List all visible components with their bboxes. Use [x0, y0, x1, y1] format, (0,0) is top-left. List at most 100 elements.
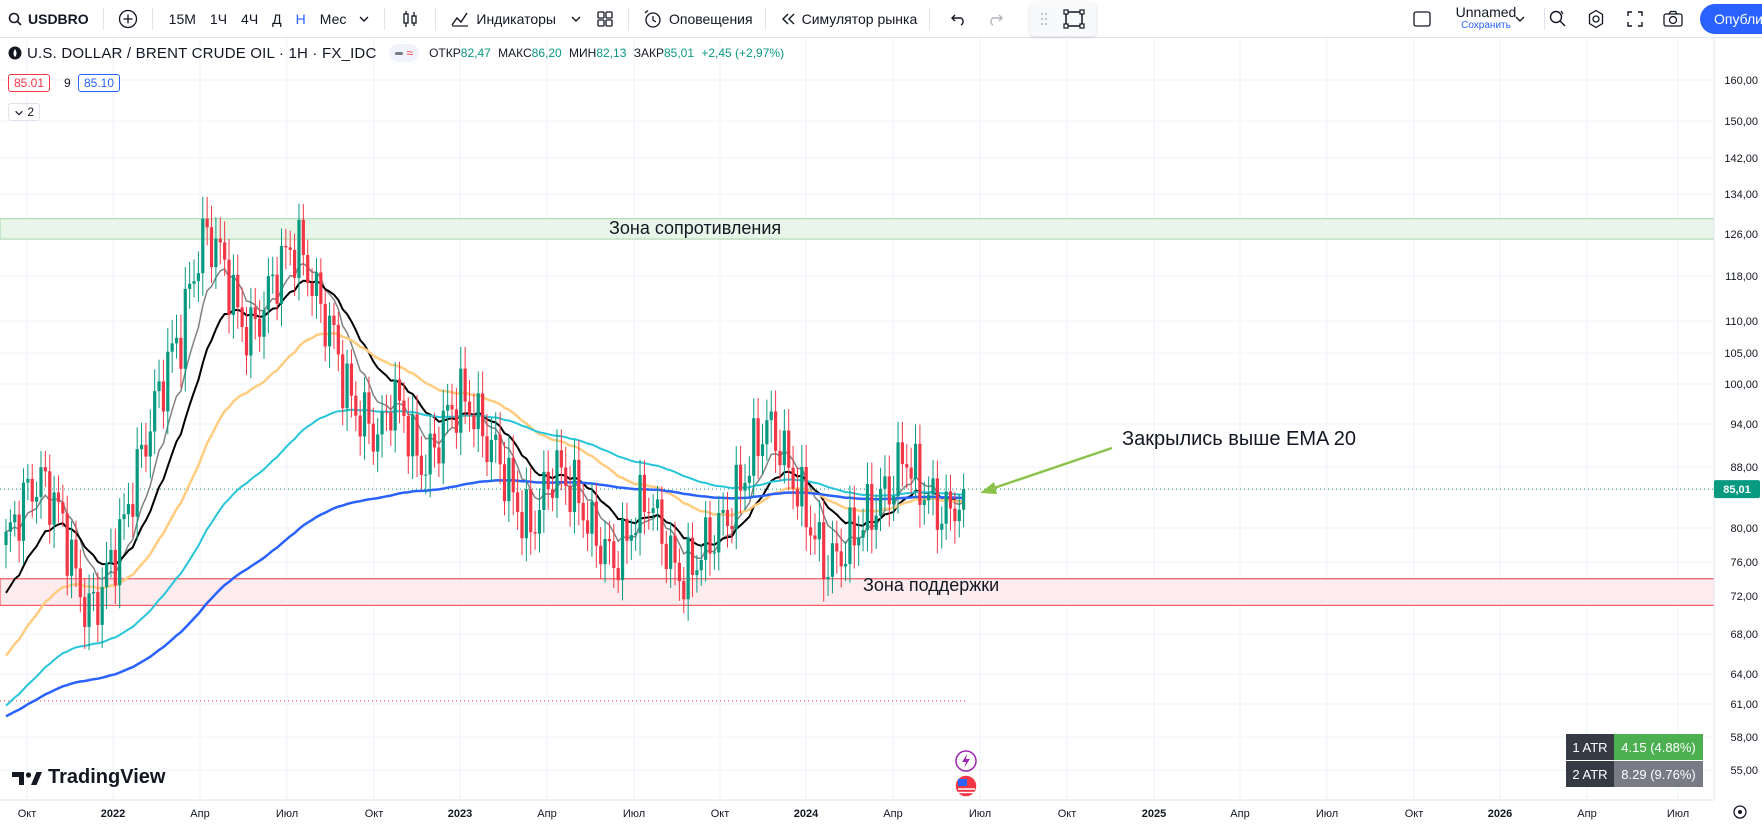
candle[interactable]	[411, 395, 415, 479]
candle[interactable]	[279, 228, 284, 327]
layout-name[interactable]: Unnamed Сохранить	[1446, 4, 1526, 32]
candle[interactable]	[708, 500, 712, 576]
compare-button[interactable]	[118, 0, 138, 38]
support-zone-label[interactable]: Зона поддержки	[863, 575, 1000, 595]
candle[interactable]	[113, 528, 117, 605]
candle[interactable]	[647, 497, 651, 530]
settings-button[interactable]	[1586, 0, 1606, 38]
candle[interactable]	[459, 346, 463, 456]
candle[interactable]	[607, 521, 612, 565]
candle[interactable]	[559, 429, 563, 491]
candle[interactable]	[485, 413, 489, 477]
candle[interactable]	[258, 299, 262, 352]
candle[interactable]	[56, 475, 61, 523]
candle[interactable]	[695, 554, 699, 593]
candle[interactable]	[524, 467, 528, 562]
candle[interactable]	[590, 482, 594, 557]
candle[interactable]	[297, 203, 301, 301]
candle[interactable]	[118, 498, 122, 609]
candle[interactable]	[26, 464, 30, 501]
candle[interactable]	[550, 468, 555, 512]
candle[interactable]	[419, 435, 424, 490]
candle[interactable]	[188, 261, 192, 309]
candle[interactable]	[4, 518, 8, 569]
layouts-button[interactable]	[596, 0, 614, 38]
candle[interactable]	[817, 500, 821, 562]
candle[interactable]	[481, 371, 485, 458]
candle[interactable]	[345, 349, 349, 431]
candle[interactable]	[65, 495, 69, 596]
candle[interactable]	[450, 383, 454, 428]
candle[interactable]	[760, 423, 765, 474]
visibility-pill[interactable]: ≈	[388, 44, 420, 62]
candle[interactable]	[310, 268, 314, 316]
candle[interactable]	[791, 445, 795, 510]
candle[interactable]	[402, 382, 406, 433]
candle[interactable]	[122, 493, 126, 540]
candle[interactable]	[669, 522, 673, 588]
candle[interactable]	[865, 462, 870, 552]
candle[interactable]	[537, 488, 542, 553]
candle[interactable]	[78, 549, 82, 613]
candle[interactable]	[651, 494, 655, 531]
timeframe-4h[interactable]: 4Ч	[241, 10, 259, 27]
candle[interactable]	[546, 450, 550, 510]
candle[interactable]	[642, 460, 647, 535]
drawing-toolbar-handle[interactable]	[1030, 1, 1097, 36]
candle[interactable]	[467, 379, 472, 432]
symbol-search[interactable]: USDBRO	[8, 0, 89, 38]
candle[interactable]	[927, 476, 931, 514]
candle[interactable]	[498, 412, 502, 484]
candle[interactable]	[157, 359, 161, 408]
candle[interactable]	[717, 495, 721, 571]
candle[interactable]	[104, 541, 109, 609]
candle[interactable]	[533, 510, 537, 550]
candle[interactable]	[126, 482, 131, 528]
candle[interactable]	[109, 528, 113, 578]
chart-area[interactable]	[0, 38, 1714, 800]
ema-50-line[interactable]	[5, 331, 964, 657]
candle[interactable]	[529, 467, 533, 555]
candle[interactable]	[183, 266, 187, 392]
candle[interactable]	[323, 290, 327, 362]
candle[interactable]	[507, 435, 511, 523]
candle[interactable]	[446, 383, 450, 434]
candle[interactable]	[843, 541, 848, 582]
candle[interactable]	[266, 257, 270, 334]
candle[interactable]	[240, 287, 244, 342]
candle[interactable]	[931, 460, 935, 516]
timeframe-month[interactable]: Мес	[319, 10, 347, 27]
candle[interactable]	[721, 492, 725, 536]
chevron-down-icon[interactable]	[358, 13, 370, 25]
candle[interactable]	[690, 522, 695, 598]
candle[interactable]	[774, 390, 778, 473]
alerts-button[interactable]: Оповещения	[643, 0, 753, 38]
candle[interactable]	[896, 421, 900, 514]
candle[interactable]	[371, 407, 375, 465]
candle[interactable]	[367, 376, 371, 445]
candle[interactable]	[472, 393, 476, 448]
candle[interactable]	[704, 501, 708, 582]
candle[interactable]	[253, 288, 257, 340]
candle[interactable]	[494, 412, 498, 464]
timeframe-1h[interactable]: 1Ч	[209, 10, 228, 27]
indicators-collapse-button[interactable]: 2	[8, 103, 41, 121]
candle[interactable]	[380, 394, 384, 458]
candle[interactable]	[358, 400, 362, 456]
candle[interactable]	[572, 439, 577, 534]
candle[interactable]	[432, 413, 437, 468]
candle[interactable]	[205, 196, 209, 246]
candle[interactable]	[244, 306, 249, 375]
candle[interactable]	[905, 444, 909, 489]
candle[interactable]	[765, 399, 769, 461]
candle[interactable]	[262, 291, 266, 359]
candle[interactable]	[209, 205, 214, 283]
candle[interactable]	[673, 521, 677, 586]
candle[interactable]	[782, 409, 786, 484]
axis-settings-icon[interactable]	[1733, 805, 1747, 819]
candle[interactable]	[848, 485, 852, 583]
candle[interactable]	[878, 467, 883, 532]
candle[interactable]	[341, 340, 345, 426]
candle[interactable]	[752, 398, 756, 497]
candle[interactable]	[852, 485, 856, 569]
